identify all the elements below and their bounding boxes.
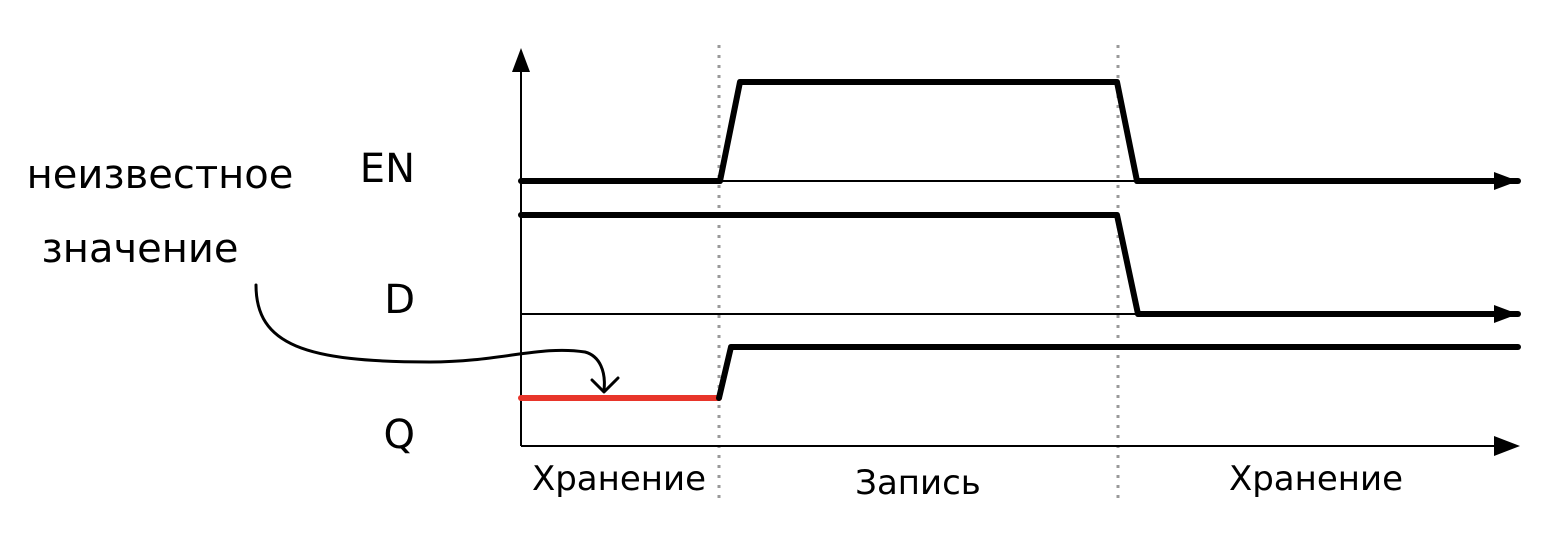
y-axis-arrow-icon <box>512 48 530 72</box>
en-waveform <box>518 79 1503 184</box>
phase-label-middle: Запись <box>855 463 981 503</box>
annotation-line-2: значение <box>42 226 239 272</box>
d-waveform <box>518 212 1503 317</box>
annotation-line-1: неизвестное <box>27 152 294 198</box>
time-axis-arrow-icon <box>1494 436 1520 456</box>
en-label: EN <box>360 146 415 192</box>
q-waveform <box>716 344 1521 401</box>
annotation-arrow-icon <box>590 376 620 394</box>
phase-label-left: Хранение <box>532 459 706 499</box>
en-arrow-icon <box>1494 172 1518 190</box>
annotation-pointer <box>254 283 606 392</box>
phase-label-right: Хранение <box>1229 459 1403 499</box>
d-label: D <box>384 277 415 323</box>
q-label: Q <box>384 412 415 458</box>
d-arrow-icon <box>1494 305 1518 323</box>
